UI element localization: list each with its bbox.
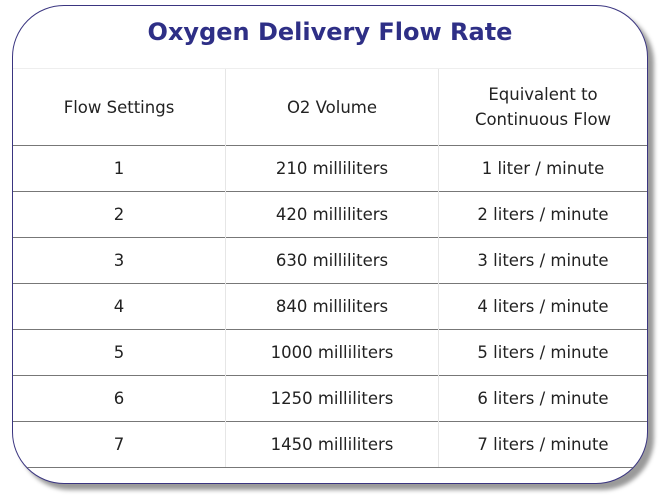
o2-volume-cell: 1250 milliliters bbox=[225, 375, 439, 422]
flow-setting-cell: 3 bbox=[13, 237, 226, 284]
flow-setting-cell: 7 bbox=[13, 421, 226, 468]
table-card: Oxygen Delivery Flow Rate Flow Settings … bbox=[12, 5, 648, 484]
equivalent-flow-cell: 4 liters / minute bbox=[438, 283, 647, 330]
table-row: 1 210 milliliters 1 liter / minute bbox=[13, 145, 647, 192]
header-equivalent-flow: Equivalent to Continuous Flow bbox=[438, 68, 647, 146]
table-row: 3 630 milliliters 3 liters / minute bbox=[13, 237, 647, 284]
header-row: Flow Settings O2 Volume Equivalent to Co… bbox=[13, 68, 647, 146]
flow-rate-table: Flow Settings O2 Volume Equivalent to Co… bbox=[13, 68, 647, 468]
flow-setting-cell: 2 bbox=[13, 191, 226, 238]
table-row: 5 1000 milliliters 5 liters / minute bbox=[13, 329, 647, 376]
header-flow-settings: Flow Settings bbox=[13, 68, 226, 146]
o2-volume-cell: 630 milliliters bbox=[225, 237, 439, 284]
equivalent-flow-cell: 1 liter / minute bbox=[438, 145, 647, 192]
equivalent-flow-cell: 2 liters / minute bbox=[438, 191, 647, 238]
flow-setting-cell: 1 bbox=[13, 145, 226, 192]
table-row: 6 1250 milliliters 6 liters / minute bbox=[13, 375, 647, 422]
table-row: 4 840 milliliters 4 liters / minute bbox=[13, 283, 647, 330]
table-row: 7 1450 milliliters 7 liters / minute bbox=[13, 421, 647, 468]
o2-volume-cell: 1450 milliliters bbox=[225, 421, 439, 468]
equivalent-flow-cell: 6 liters / minute bbox=[438, 375, 647, 422]
flow-setting-cell: 6 bbox=[13, 375, 226, 422]
o2-volume-cell: 840 milliliters bbox=[225, 283, 439, 330]
flow-setting-cell: 5 bbox=[13, 329, 226, 376]
flow-setting-cell: 4 bbox=[13, 283, 226, 330]
o2-volume-cell: 1000 milliliters bbox=[225, 329, 439, 376]
o2-volume-cell: 420 milliliters bbox=[225, 191, 439, 238]
equivalent-flow-cell: 3 liters / minute bbox=[438, 237, 647, 284]
table-row: 2 420 milliliters 2 liters / minute bbox=[13, 191, 647, 238]
table-title: Oxygen Delivery Flow Rate bbox=[147, 18, 513, 46]
equivalent-flow-cell: 7 liters / minute bbox=[438, 421, 647, 468]
equivalent-flow-cell: 5 liters / minute bbox=[438, 329, 647, 376]
o2-volume-cell: 210 milliliters bbox=[225, 145, 439, 192]
header-o2-volume: O2 Volume bbox=[225, 68, 439, 146]
